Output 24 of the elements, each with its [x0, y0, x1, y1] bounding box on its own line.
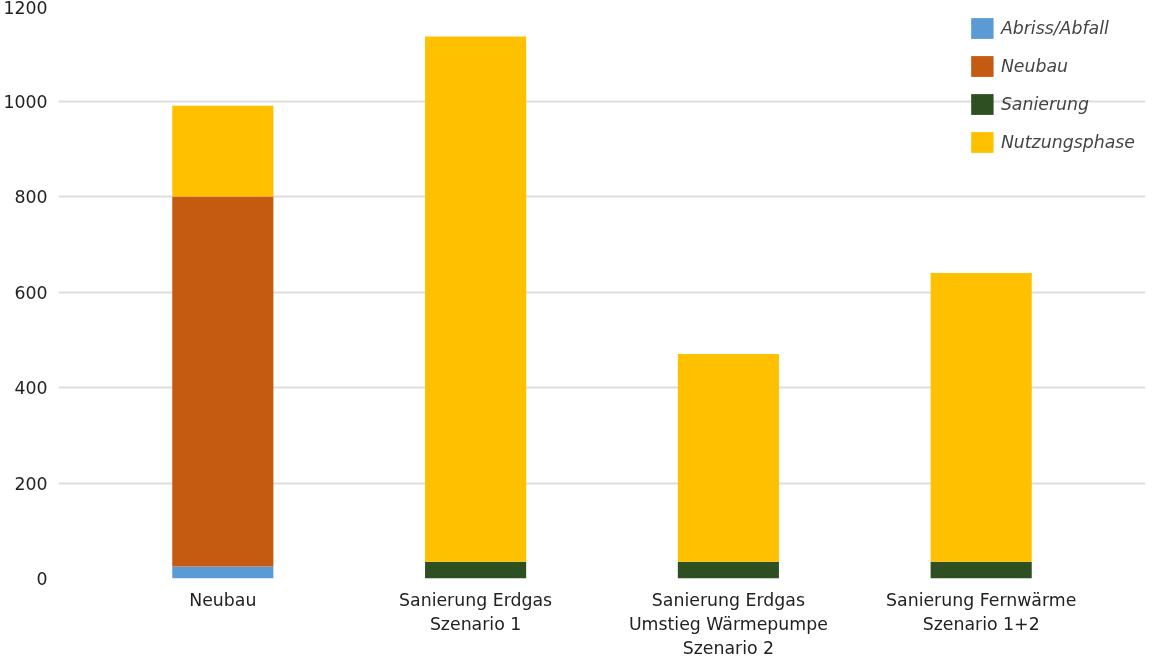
y-tick-label: 800 — [14, 187, 48, 207]
bar — [172, 566, 274, 579]
x-tick-label: Sanierung Erdgas Umstieg Wärmepumpe Szenario 2 — [628, 589, 828, 658]
bar — [677, 561, 779, 579]
bar — [930, 272, 1032, 562]
y-tick-label: 200 — [14, 473, 48, 494]
y-tick-label: 400 — [14, 378, 48, 398]
bar — [172, 196, 274, 567]
bar — [172, 105, 274, 197]
bar — [425, 561, 527, 579]
legend-label: Abriss/Abfall — [1000, 18, 1109, 38]
bar — [677, 354, 779, 562]
y-tick-label: 600 — [14, 282, 48, 303]
legend-label: Neubau — [1000, 56, 1069, 76]
bar — [425, 36, 527, 562]
y-tick-label: 1200 — [3, 0, 48, 18]
y-tick-label: 0 — [36, 569, 48, 589]
bar — [930, 561, 1032, 579]
y-tick-label: 1000 — [3, 91, 48, 112]
x-tick-label: Neubau — [189, 589, 257, 610]
legend-label: Nutzungsphase — [1000, 132, 1135, 152]
x-tick-label: Sanierung Fernwärme Szenario 1+2 — [886, 589, 1077, 634]
x-tick-label: Sanierung Erdgas Szenario 1 — [399, 589, 553, 634]
legend-label: Sanierung — [1000, 94, 1090, 114]
